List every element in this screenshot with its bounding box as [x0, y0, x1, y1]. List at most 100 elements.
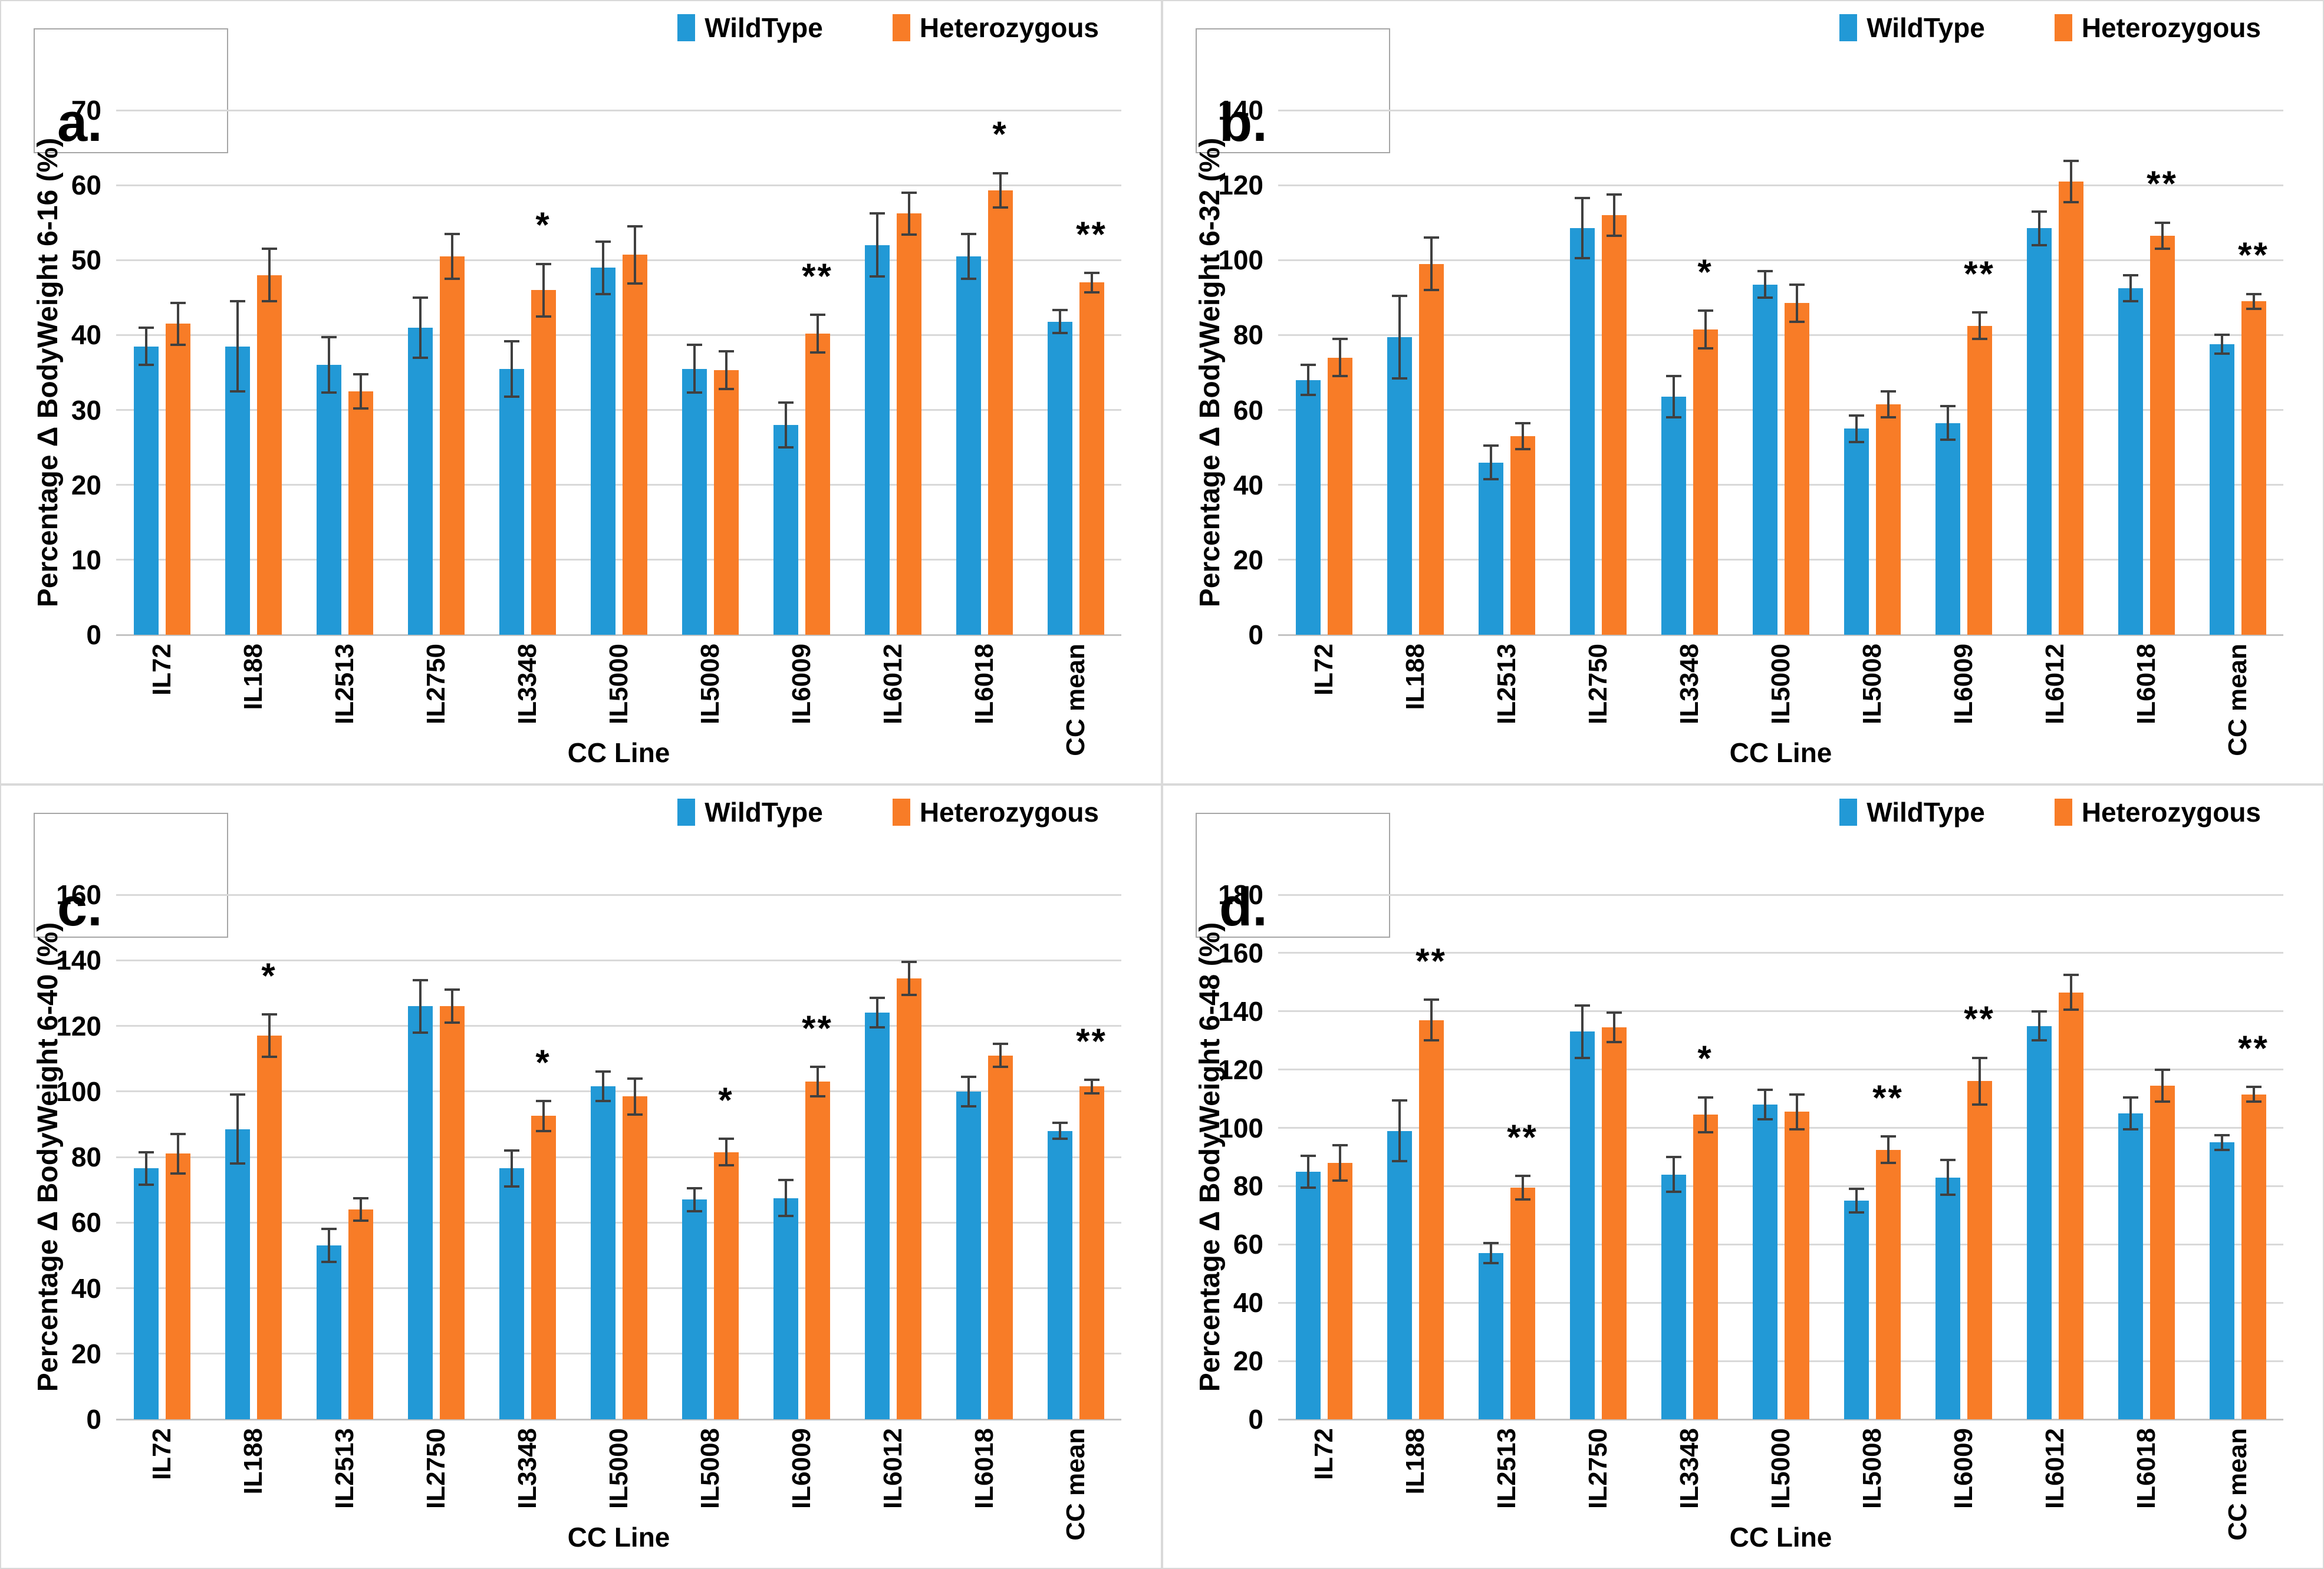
error-cap-bottom-heterozygous-IL5000: [627, 282, 643, 285]
x-tick-label-IL2513: IL2513: [1492, 1428, 1521, 1509]
bar-wildtype-IL188: [225, 346, 250, 635]
y-tick-label-70: 70: [71, 95, 101, 126]
error-cap-top-wildtype-CC-mean: [1052, 309, 1068, 312]
error-bar-heterozygous-IL6009: [1978, 312, 1981, 339]
x-axis-title: CC Line: [567, 1522, 670, 1552]
error-cap-top-wildtype-IL5000: [595, 1070, 611, 1073]
error-cap-top-wildtype-IL6018: [960, 1075, 976, 1078]
error-cap-bottom-wildtype-IL6009: [778, 446, 794, 449]
bar-wildtype-IL6012: [864, 1013, 890, 1419]
error-cap-top-heterozygous-IL2750: [1606, 1011, 1622, 1014]
error-cap-bottom-wildtype-IL2513: [321, 391, 337, 394]
error-cap-bottom-wildtype-IL6012: [869, 1026, 885, 1029]
error-bar-heterozygous-IL5000: [1795, 1094, 1798, 1130]
error-cap-bottom-wildtype-IL5000: [595, 1100, 611, 1103]
x-tick-label-IL2750: IL2750: [1583, 644, 1612, 724]
x-tick-label-IL3348: IL3348: [1674, 644, 1704, 724]
error-cap-bottom-heterozygous-IL188: [1423, 289, 1439, 292]
error-bar-wildtype-IL3348: [510, 341, 513, 397]
error-cap-top-heterozygous-IL72: [1332, 1144, 1348, 1147]
bar-heterozygous-IL6009: [805, 333, 830, 635]
error-bar-heterozygous-IL188: [268, 249, 271, 302]
error-cap-top-wildtype-IL6018: [2122, 1096, 2138, 1099]
error-cap-top-heterozygous-IL2513: [1515, 421, 1530, 424]
error-cap-top-wildtype-IL6009: [1940, 1158, 1956, 1161]
legend: WildType Heterozygous: [1839, 799, 2261, 826]
error-cap-top-heterozygous-CC-mean: [1084, 1079, 1100, 1082]
error-cap-top-heterozygous-IL6012: [901, 191, 917, 194]
bar-heterozygous-IL5000: [1784, 303, 1809, 635]
bar-heterozygous-IL2750: [439, 256, 465, 635]
legend-marker-heterozygous-icon: [892, 14, 910, 41]
error-cap-top-wildtype-IL2750: [412, 978, 428, 981]
error-bar-heterozygous-IL2513: [359, 1198, 362, 1221]
x-tick-label-IL2513: IL2513: [1492, 644, 1521, 724]
significance-star-CC-mean: **: [2238, 1028, 2269, 1068]
error-bar-wildtype-IL2513: [1489, 1242, 1492, 1264]
x-tick-label-IL188: IL188: [238, 644, 268, 710]
error-cap-bottom-wildtype-IL188: [1391, 377, 1407, 380]
error-bar-heterozygous-IL2750: [1612, 1013, 1615, 1042]
error-bar-wildtype-IL3348: [1672, 376, 1675, 418]
bar-wildtype-IL6009: [773, 425, 798, 635]
y-tick-label-140: 140: [1218, 996, 1263, 1027]
error-cap-bottom-heterozygous-IL2513: [353, 407, 368, 410]
legend-label-wildtype: WildType: [1867, 797, 1985, 828]
error-bar-wildtype-IL6012: [2037, 1011, 2040, 1041]
x-tick-label-IL6012: IL6012: [878, 1428, 907, 1509]
bar-heterozygous-IL2750: [439, 1006, 465, 1419]
x-tick-label-IL6012: IL6012: [878, 644, 907, 724]
error-cap-bottom-wildtype-IL188: [229, 390, 245, 393]
error-bar-heterozygous-IL6012: [2069, 160, 2072, 202]
error-cap-top-heterozygous-IL5000: [1789, 1093, 1805, 1096]
error-cap-top-wildtype-IL3348: [503, 339, 519, 342]
error-bar-heterozygous-IL6009: [816, 1067, 819, 1097]
error-cap-bottom-heterozygous-IL6009: [809, 1095, 825, 1098]
y-tick-label-60: 60: [1233, 394, 1263, 426]
error-cap-top-heterozygous-IL188: [261, 248, 277, 250]
gridline-40: [116, 334, 1121, 336]
error-cap-top-heterozygous-IL188: [1423, 998, 1439, 1001]
error-cap-bottom-wildtype-IL2750: [412, 356, 428, 359]
error-cap-bottom-heterozygous-IL6018: [2154, 1100, 2170, 1103]
panel-a: a. WildType Heterozygous 0 10 20 30 40 50 60 70 IL7…: [0, 0, 1162, 785]
error-cap-bottom-wildtype-IL72: [138, 1184, 154, 1186]
error-cap-top-heterozygous-IL3348: [535, 1100, 551, 1103]
error-cap-bottom-heterozygous-IL2750: [1606, 1040, 1622, 1043]
bar-heterozygous-CC-mean: [1079, 282, 1104, 635]
error-cap-bottom-heterozygous-IL6012: [901, 233, 917, 236]
bar-heterozygous-IL2750: [1601, 1027, 1627, 1419]
error-cap-top-wildtype-IL72: [1300, 364, 1316, 367]
x-tick-label-IL3348: IL3348: [1674, 1428, 1704, 1509]
error-cap-bottom-heterozygous-IL72: [1332, 375, 1348, 378]
error-bar-heterozygous-IL6009: [816, 315, 819, 352]
error-cap-top-heterozygous-IL6009: [809, 314, 825, 317]
gridline-120: [116, 1025, 1121, 1027]
error-bar-heterozygous-IL5008: [1887, 1136, 1890, 1163]
x-tick-label-IL6018: IL6018: [2131, 644, 2161, 724]
error-bar-heterozygous-IL2513: [1521, 1176, 1524, 1199]
error-bar-wildtype-IL3348: [510, 1150, 513, 1187]
error-bar-wildtype-IL188: [236, 1095, 239, 1164]
error-cap-bottom-heterozygous-IL72: [1332, 1179, 1348, 1182]
y-axis-title: Percentage Δ BodyWeight 6-16 (%): [32, 137, 64, 608]
gridline-160: [116, 894, 1121, 896]
bar-heterozygous-IL188: [1418, 263, 1444, 635]
panel-label-box: b.: [1196, 28, 1390, 153]
error-bar-wildtype-IL5000: [1763, 271, 1766, 298]
error-bar-heterozygous-IL3348: [542, 263, 545, 317]
bar-heterozygous-IL72: [1327, 1162, 1352, 1419]
significance-star-IL6018: *: [992, 114, 1008, 154]
x-tick-label-IL72: IL72: [1309, 1428, 1338, 1481]
y-tick-label-20: 20: [1233, 1346, 1263, 1377]
bar-heterozygous-IL188: [256, 1036, 282, 1419]
gridline-40: [1278, 1301, 2283, 1304]
bar-wildtype-IL6018: [2118, 1113, 2143, 1419]
x-tick-label-IL188: IL188: [1400, 1428, 1430, 1495]
error-bar-wildtype-IL6012: [875, 998, 878, 1028]
error-bar-wildtype-IL5008: [1855, 416, 1858, 442]
significance-star-IL188: **: [1416, 941, 1447, 981]
error-cap-bottom-heterozygous-IL188: [261, 300, 277, 303]
error-bar-wildtype-IL72: [144, 327, 147, 365]
gridline-180: [1278, 894, 2283, 896]
